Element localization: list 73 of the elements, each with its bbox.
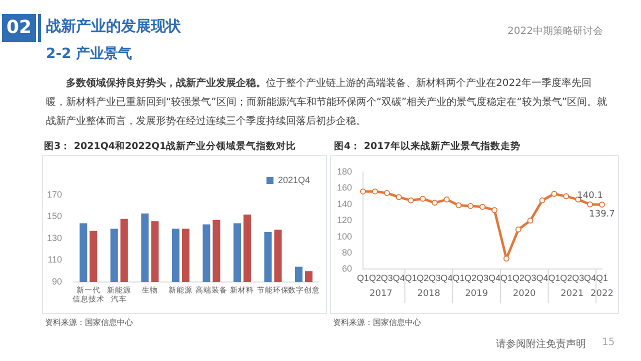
y-tick-label: 130 bbox=[46, 232, 62, 243]
point bbox=[503, 256, 510, 262]
x-tick-label: Q3 bbox=[380, 273, 393, 284]
y-tick-label: 170 bbox=[46, 189, 62, 200]
point bbox=[515, 226, 522, 233]
x-tick-label: Q3 bbox=[572, 273, 584, 284]
point bbox=[372, 188, 378, 194]
x-tick-label: Q2 bbox=[368, 273, 381, 284]
text: 多数领域保持良好势头，战新产业发展企稳。 bbox=[66, 78, 266, 89]
x-tick-label: Q2 bbox=[560, 273, 572, 284]
y-tick-label: 160 bbox=[336, 182, 352, 193]
legend-label: 2021Q4 bbox=[278, 174, 310, 185]
y-tick-label: 120 bbox=[336, 215, 352, 226]
x-tick-label: Q3 bbox=[524, 273, 536, 284]
text: 2019 bbox=[465, 289, 488, 300]
point bbox=[408, 197, 414, 204]
text: 2021 bbox=[560, 289, 584, 300]
x-tick-label: Q2 bbox=[416, 273, 429, 284]
point bbox=[444, 196, 450, 203]
point bbox=[480, 204, 486, 210]
x-tick-label: Q1 bbox=[357, 273, 370, 284]
text: 2022 bbox=[590, 289, 614, 300]
x-tick-label: Q2 bbox=[512, 273, 524, 284]
text: 2017 bbox=[369, 289, 392, 300]
text: 15 bbox=[602, 337, 615, 348]
y-tick-label: 90 bbox=[52, 276, 62, 286]
x-tick-label: Q4 bbox=[392, 273, 405, 284]
y-tick-label: 110 bbox=[48, 254, 62, 265]
y-tick-label: 60 bbox=[342, 264, 352, 274]
point bbox=[539, 197, 546, 204]
x-tick-label: Q4 bbox=[488, 273, 500, 284]
data-label: 139.7 bbox=[589, 209, 615, 220]
x-tick-label: Q3 bbox=[476, 273, 489, 284]
point bbox=[432, 200, 438, 206]
chart-title: 图4： 2017年以来战新产业景气指数走势 bbox=[334, 140, 520, 153]
x-tick-label: Q1 bbox=[404, 273, 417, 284]
y-tick-label: 140 bbox=[336, 198, 352, 209]
text: 2018 bbox=[417, 289, 440, 300]
point bbox=[420, 196, 426, 202]
y-tick-label: 100 bbox=[336, 231, 352, 242]
text: 2020 bbox=[512, 289, 536, 300]
point bbox=[384, 190, 390, 196]
point bbox=[360, 188, 366, 194]
text: 请参阅附注免责声明 bbox=[496, 338, 586, 351]
text: 资料来源：国家信息中心 bbox=[45, 317, 133, 328]
text: 战新产业的发展现状 bbox=[46, 17, 181, 36]
data-label: 140.1 bbox=[577, 191, 603, 202]
x-tick-label: Q1 bbox=[548, 273, 560, 284]
point bbox=[468, 203, 474, 210]
text: 02 bbox=[5, 17, 33, 38]
x-tick-label: Q4 bbox=[440, 273, 453, 284]
point bbox=[491, 207, 498, 214]
point bbox=[396, 194, 402, 200]
text: 2-2 产业景气 bbox=[46, 45, 132, 63]
x-tick-label: Q4 bbox=[584, 273, 596, 284]
x-tick-label: Q2 bbox=[464, 273, 477, 284]
point bbox=[527, 218, 534, 224]
text: 2022中期策略研讨会 bbox=[508, 24, 603, 38]
x-tick-label: Q3 bbox=[428, 273, 441, 284]
point bbox=[599, 202, 605, 208]
y-tick-label: 150 bbox=[46, 211, 62, 222]
point bbox=[456, 202, 462, 208]
x-tick-label: Q1 bbox=[596, 273, 608, 284]
x-tick-label: Q4 bbox=[536, 273, 548, 284]
point bbox=[563, 193, 570, 200]
x-tick-label: Q1 bbox=[500, 273, 512, 284]
point bbox=[551, 190, 558, 197]
x-tick-label: Q1 bbox=[452, 273, 465, 284]
y-tick-label: 180 bbox=[336, 166, 352, 176]
text: 资料来源：国家信息中心 bbox=[333, 317, 421, 328]
y-tick-label: 80 bbox=[342, 247, 352, 258]
chart-title: 图3： 2021Q4和2022Q1战新产业分领域景气指数对比 bbox=[44, 140, 296, 153]
point bbox=[587, 201, 594, 208]
